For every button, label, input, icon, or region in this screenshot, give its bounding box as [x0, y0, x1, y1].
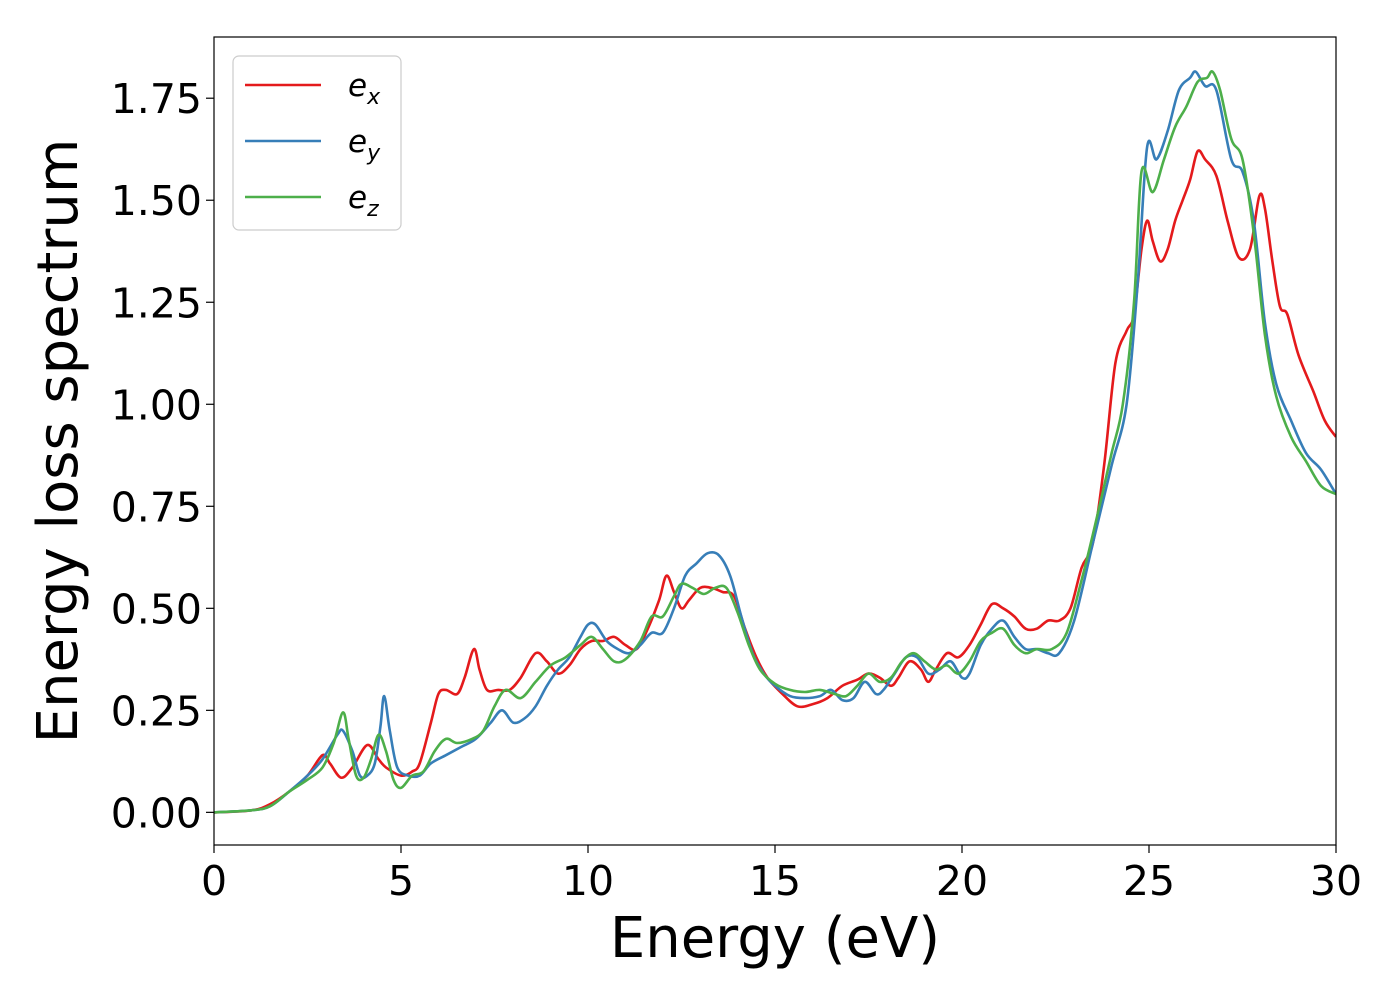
x-tick-label: 30	[1310, 857, 1362, 905]
legend-label-subscript: y	[366, 141, 381, 166]
legend-label-ex: ex	[348, 68, 381, 110]
x-tick-label: 5	[388, 857, 414, 905]
x-tick-label: 10	[562, 857, 614, 905]
x-tick-label: 20	[936, 857, 988, 905]
y-tick-label: 1.75	[111, 75, 202, 123]
series-line-ex	[214, 149, 1336, 814]
y-tick-label: 1.25	[111, 279, 202, 327]
x-tick-label: 0	[201, 857, 227, 905]
y-tick-label: 1.50	[111, 177, 202, 225]
series-layer	[214, 69, 1336, 814]
y-tick-label: 0.25	[111, 687, 202, 735]
x-axis-title: Energy (eV)	[610, 906, 940, 971]
x-tick-label: 15	[749, 857, 801, 905]
y-tick-label: 1.00	[111, 381, 202, 429]
legend-label-ez: ez	[348, 180, 379, 222]
legend-label-subscript: x	[366, 85, 381, 110]
legend-box	[232, 55, 402, 231]
legend-label-subscript: z	[366, 197, 379, 222]
y-tick-label: 0.75	[111, 483, 202, 531]
series-line-ey	[214, 70, 1336, 814]
x-tick-label: 25	[1123, 857, 1175, 905]
series-line-ez	[214, 69, 1336, 814]
x-axis: 0 5 10 15 20 25 30	[201, 845, 1362, 905]
y-tick-label: 0.50	[111, 585, 202, 633]
legend-label-base: e	[348, 180, 367, 216]
legend-label-base: e	[348, 124, 367, 160]
legend-label-base: e	[348, 68, 367, 104]
legend-label-ey: ey	[348, 124, 381, 166]
y-axis: 0.00 0.25 0.50 0.75 1.00 1.25 1.50 1.75	[111, 75, 214, 837]
y-tick-label: 0.00	[111, 789, 202, 837]
y-axis-title: Energy loss spectrum	[26, 139, 91, 744]
